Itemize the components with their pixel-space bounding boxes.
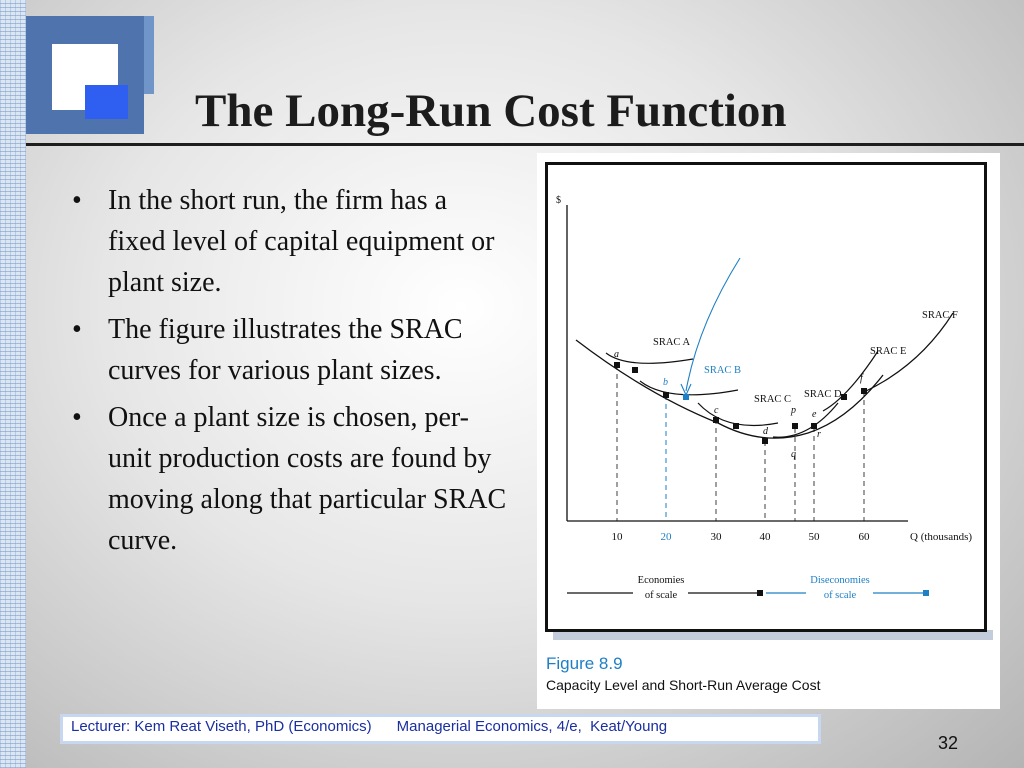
point-label-q: q bbox=[791, 449, 796, 460]
label-srac-d: SRAC D bbox=[804, 389, 842, 400]
x-tick-30: 30 bbox=[711, 531, 723, 543]
bullet-item: • Once a plant size is chosen, per-unit p… bbox=[70, 397, 510, 561]
left-decorative-strip bbox=[0, 0, 26, 768]
diseconomies-arrowhead bbox=[923, 590, 929, 596]
marker-d bbox=[762, 438, 768, 444]
x-tick-20: 20 bbox=[661, 531, 673, 543]
point-label-a: a bbox=[614, 349, 619, 360]
point-label-f: f bbox=[860, 373, 864, 384]
point-label-d: d bbox=[763, 426, 769, 437]
marker-p bbox=[792, 423, 798, 429]
bullet-item: • In the short run, the firm has a fixed … bbox=[70, 180, 510, 303]
srac-b-pointer-arrow bbox=[685, 257, 741, 392]
srac-f-curve bbox=[865, 312, 954, 392]
x-tick-40: 40 bbox=[760, 531, 772, 543]
chart-shadow bbox=[553, 630, 993, 640]
bullet-text: Once a plant size is chosen, per-unit pr… bbox=[108, 402, 507, 556]
economies-label-line-2: of scale bbox=[645, 590, 678, 601]
srac-chart: $ Q (thousands) 10 20 30 40 50 60 SRAC A… bbox=[556, 195, 972, 601]
label-srac-b: SRAC B bbox=[704, 365, 741, 376]
decor-square-blue bbox=[85, 85, 128, 119]
lrac-envelope-curve bbox=[575, 339, 884, 439]
srac-c-curve bbox=[697, 402, 779, 426]
point-label-r: r bbox=[817, 429, 821, 440]
marker-e bbox=[811, 423, 817, 429]
marker-f bbox=[841, 394, 847, 400]
page-number: 32 bbox=[938, 733, 959, 753]
x-tick-50: 50 bbox=[809, 531, 821, 543]
srac-a-curve bbox=[605, 352, 694, 364]
economies-arrowhead bbox=[757, 590, 763, 596]
slide-title: The Long-Run Cost Function bbox=[195, 85, 787, 137]
label-srac-a: SRAC A bbox=[653, 337, 690, 348]
diseconomies-label-line-2: of scale bbox=[824, 590, 857, 601]
bullet-item: • The figure illustrates the SRAC curves … bbox=[70, 309, 510, 391]
label-srac-e: SRAC E bbox=[870, 346, 906, 357]
bullet-text: The figure illustrates the SRAC curves f… bbox=[108, 314, 463, 386]
point-label-c: c bbox=[714, 405, 719, 416]
point-label-b: b bbox=[663, 377, 668, 388]
marker-b bbox=[663, 392, 669, 398]
srac-b-curve bbox=[639, 380, 739, 396]
diseconomies-label-line-1: Diseconomies bbox=[810, 575, 870, 586]
figure-number: Figure 8.9 bbox=[546, 654, 623, 673]
point-label-p: p bbox=[790, 405, 796, 416]
marker-a bbox=[614, 362, 620, 368]
x-axis-label: Q (thousands) bbox=[910, 531, 972, 543]
x-tick-10: 10 bbox=[612, 531, 624, 543]
srac-e-curve bbox=[822, 350, 879, 412]
srac-d-curve bbox=[772, 402, 839, 438]
label-srac-c: SRAC C bbox=[754, 394, 791, 405]
x-tick-60: 60 bbox=[859, 531, 871, 543]
label-srac-f: SRAC F bbox=[922, 310, 958, 321]
footer-credits: Lecturer: Kem Reat Viseth, PhD (Economic… bbox=[60, 714, 821, 744]
marker-a2 bbox=[632, 367, 638, 373]
bullet-marker: • bbox=[72, 402, 82, 433]
marker-c2 bbox=[733, 423, 739, 429]
point-label-e: e bbox=[812, 409, 817, 420]
title-divider bbox=[26, 143, 1024, 146]
y-axis-label: $ bbox=[556, 195, 561, 206]
economies-label-line-1: Economies bbox=[638, 575, 685, 586]
bullet-marker: • bbox=[72, 314, 82, 345]
marker-f2 bbox=[861, 388, 867, 394]
marker-b2 bbox=[683, 394, 689, 400]
bullet-list: • In the short run, the firm has a fixed … bbox=[70, 180, 510, 567]
bullet-marker: • bbox=[72, 185, 82, 216]
figure-caption: Capacity Level and Short-Run Average Cos… bbox=[546, 677, 821, 693]
marker-c bbox=[713, 417, 719, 423]
bullet-text: In the short run, the firm has a fixed l… bbox=[108, 185, 495, 298]
chart-frame: $ Q (thousands) 10 20 30 40 50 60 SRAC A… bbox=[545, 162, 987, 632]
